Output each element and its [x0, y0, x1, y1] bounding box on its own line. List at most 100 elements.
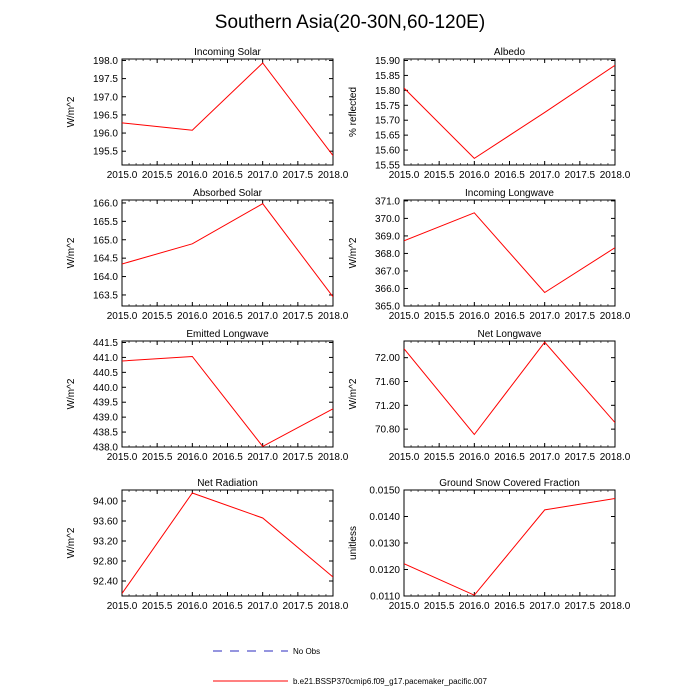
x-tick-label: 2017.5	[283, 452, 314, 463]
y-tick-label: 92.80	[93, 557, 118, 568]
y-tick-label: 438.5	[93, 428, 118, 439]
series-line	[122, 62, 333, 156]
x-tick-label: 2016.0	[459, 601, 490, 612]
series-line	[404, 341, 615, 436]
y-tick-label: 15.80	[375, 86, 400, 97]
y-tick-label: 70.80	[375, 425, 400, 436]
x-tick-label: 2015.5	[142, 170, 173, 181]
y-tick-label: 196.0	[93, 129, 118, 140]
y-axis-label: W/m^2	[66, 527, 77, 558]
y-tick-label: 15.60	[375, 146, 400, 157]
y-tick-label: 197.5	[93, 74, 118, 85]
x-tick-label: 2016.0	[177, 311, 208, 322]
x-tick-label: 2016.5	[494, 452, 525, 463]
y-axis-label: W/m^2	[66, 378, 77, 409]
y-axis-label: W/m^2	[348, 237, 359, 268]
panel-title: Ground Snow Covered Fraction	[439, 478, 580, 489]
y-tick-label: 0.0110	[370, 592, 400, 603]
x-tick-label: 2015.0	[389, 311, 420, 322]
panel-3: Absorbed Solar 2015.0 2015.5 2016.0 2016.5 20…	[66, 188, 349, 322]
x-tick-label: 2018.0	[318, 601, 349, 612]
x-tick-label: 2015.5	[142, 311, 173, 322]
y-tick-label: 15.55	[375, 161, 400, 172]
x-tick-label: 2017.5	[565, 311, 596, 322]
y-tick-label: 93.60	[93, 517, 118, 528]
y-tick-label: 369.0	[375, 231, 400, 242]
x-tick-label: 2016.0	[459, 452, 490, 463]
x-tick-label: 2017.5	[283, 170, 314, 181]
y-tick-label: 370.0	[375, 214, 400, 225]
x-tick-label: 2016.5	[494, 311, 525, 322]
x-tick-label: 2015.0	[107, 452, 138, 463]
legend: No Obs b.e21.BSSP370cmip6.f09_g17.pacema…	[213, 647, 487, 686]
panel-title: Net Radiation	[197, 478, 258, 489]
panel-title: Incoming Solar	[194, 47, 261, 58]
y-axis-label: W/m^2	[348, 378, 359, 409]
x-tick-label: 2017.0	[529, 170, 560, 181]
y-tick-label: 15.70	[375, 116, 400, 127]
x-tick-label: 2017.5	[565, 601, 596, 612]
y-tick-label: 367.0	[375, 266, 400, 277]
plot-frame	[403, 58, 616, 166]
panel-title: Albedo	[494, 47, 526, 58]
plot-frame	[121, 199, 334, 307]
x-tick-label: 2016.5	[212, 311, 243, 322]
panel-title: Net Longwave	[478, 329, 542, 340]
y-tick-label: 441.0	[93, 353, 118, 364]
y-tick-label: 15.85	[375, 71, 400, 82]
y-tick-label: 198.0	[93, 56, 118, 67]
y-tick-label: 164.5	[93, 254, 118, 265]
series-line	[404, 64, 615, 160]
y-tick-label: 71.20	[375, 401, 400, 412]
x-tick-label: 2015.0	[389, 170, 420, 181]
y-tick-label: 439.5	[93, 398, 118, 409]
panel-4: Incoming Longwave 2015.0 2015.5 2016.0 2016.…	[348, 188, 631, 322]
x-tick-label: 2015.5	[424, 452, 455, 463]
plot-frame	[403, 340, 616, 448]
x-tick-label: 2016.0	[177, 170, 208, 181]
legend-model-label: b.e21.BSSP370cmip6.f09_g17.pacemaker_pac…	[293, 677, 487, 686]
y-axis-label: % reflected	[348, 87, 359, 137]
x-tick-label: 2015.5	[142, 452, 173, 463]
y-tick-label: 166.0	[93, 198, 118, 209]
panel-5: Emitted Longwave 2015.0 2015.5 2016.0 2016.5…	[66, 329, 349, 463]
x-tick-label: 2016.0	[459, 170, 490, 181]
y-tick-label: 439.0	[93, 413, 118, 424]
x-tick-label: 2018.0	[318, 311, 349, 322]
x-tick-label: 2015.0	[107, 170, 138, 181]
x-tick-label: 2017.5	[283, 601, 314, 612]
y-tick-label: 92.40	[93, 577, 118, 588]
x-tick-label: 2016.5	[212, 601, 243, 612]
x-tick-label: 2016.0	[459, 311, 490, 322]
x-tick-label: 2016.5	[494, 601, 525, 612]
y-tick-label: 165.0	[93, 235, 118, 246]
y-tick-label: 441.5	[93, 338, 118, 349]
x-tick-label: 2015.5	[424, 601, 455, 612]
legend-obs-label: No Obs	[293, 647, 320, 656]
series-line	[122, 355, 333, 447]
y-tick-label: 94.00	[93, 497, 118, 508]
y-tick-label: 366.0	[375, 284, 400, 295]
y-tick-label: 165.5	[93, 217, 118, 228]
x-tick-label: 2015.5	[424, 170, 455, 181]
x-tick-label: 2017.0	[247, 601, 278, 612]
x-tick-label: 2015.5	[142, 601, 173, 612]
y-axis-label: W/m^2	[66, 237, 77, 268]
y-tick-label: 440.0	[93, 383, 118, 394]
x-tick-label: 2017.5	[283, 311, 314, 322]
panel-title: Emitted Longwave	[186, 329, 269, 340]
series-line	[404, 498, 615, 596]
y-tick-label: 438.0	[93, 443, 118, 454]
x-tick-label: 2017.0	[247, 311, 278, 322]
y-tick-label: 440.5	[93, 368, 118, 379]
y-tick-label: 196.5	[93, 110, 118, 121]
x-tick-label: 2015.5	[424, 311, 455, 322]
panels: Incoming Solar 2015.0 2015.5 2016.0 2016.5 20…	[66, 47, 631, 612]
y-tick-label: 164.0	[93, 272, 118, 283]
plot-frame	[121, 58, 334, 166]
y-tick-label: 15.65	[375, 131, 400, 142]
plot-frame	[121, 340, 334, 448]
series-line	[404, 212, 615, 294]
y-tick-label: 0.0120	[369, 565, 400, 576]
